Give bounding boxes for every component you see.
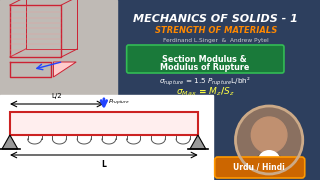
Text: L/2: L/2 bbox=[52, 93, 62, 99]
Text: Ferdinand L.Singer  &  Andrew Pytel: Ferdinand L.Singer & Andrew Pytel bbox=[163, 38, 268, 43]
Polygon shape bbox=[53, 62, 76, 77]
Text: Urdu / Hindi: Urdu / Hindi bbox=[233, 163, 285, 172]
Bar bbox=[0, 95, 213, 180]
Wedge shape bbox=[258, 150, 280, 162]
Text: MECHANICS OF SOLIDS - 1: MECHANICS OF SOLIDS - 1 bbox=[133, 14, 298, 24]
Circle shape bbox=[236, 106, 303, 174]
Bar bbox=[10, 112, 198, 135]
FancyBboxPatch shape bbox=[127, 45, 284, 73]
Text: $\sigma_{rupture}$ = 1.5 $P_{rupture}$L/bh²: $\sigma_{rupture}$ = 1.5 $P_{rupture}$L/… bbox=[159, 75, 251, 87]
FancyBboxPatch shape bbox=[215, 157, 305, 178]
Bar bbox=[0, 0, 117, 95]
Text: Section Modulus &: Section Modulus & bbox=[163, 55, 247, 64]
Text: STRENGTH OF MATERIALS: STRENGTH OF MATERIALS bbox=[155, 26, 277, 35]
Text: $P_{rupture}$: $P_{rupture}$ bbox=[108, 98, 130, 108]
Circle shape bbox=[251, 117, 287, 153]
Polygon shape bbox=[190, 135, 206, 149]
Text: L: L bbox=[101, 160, 106, 169]
Polygon shape bbox=[2, 135, 18, 149]
Text: $\sigma_{Max}$ = $M_z$/$S_z$: $\sigma_{Max}$ = $M_z$/$S_z$ bbox=[176, 85, 234, 98]
Ellipse shape bbox=[255, 153, 283, 171]
Text: Modulus of Rupture: Modulus of Rupture bbox=[160, 63, 250, 72]
